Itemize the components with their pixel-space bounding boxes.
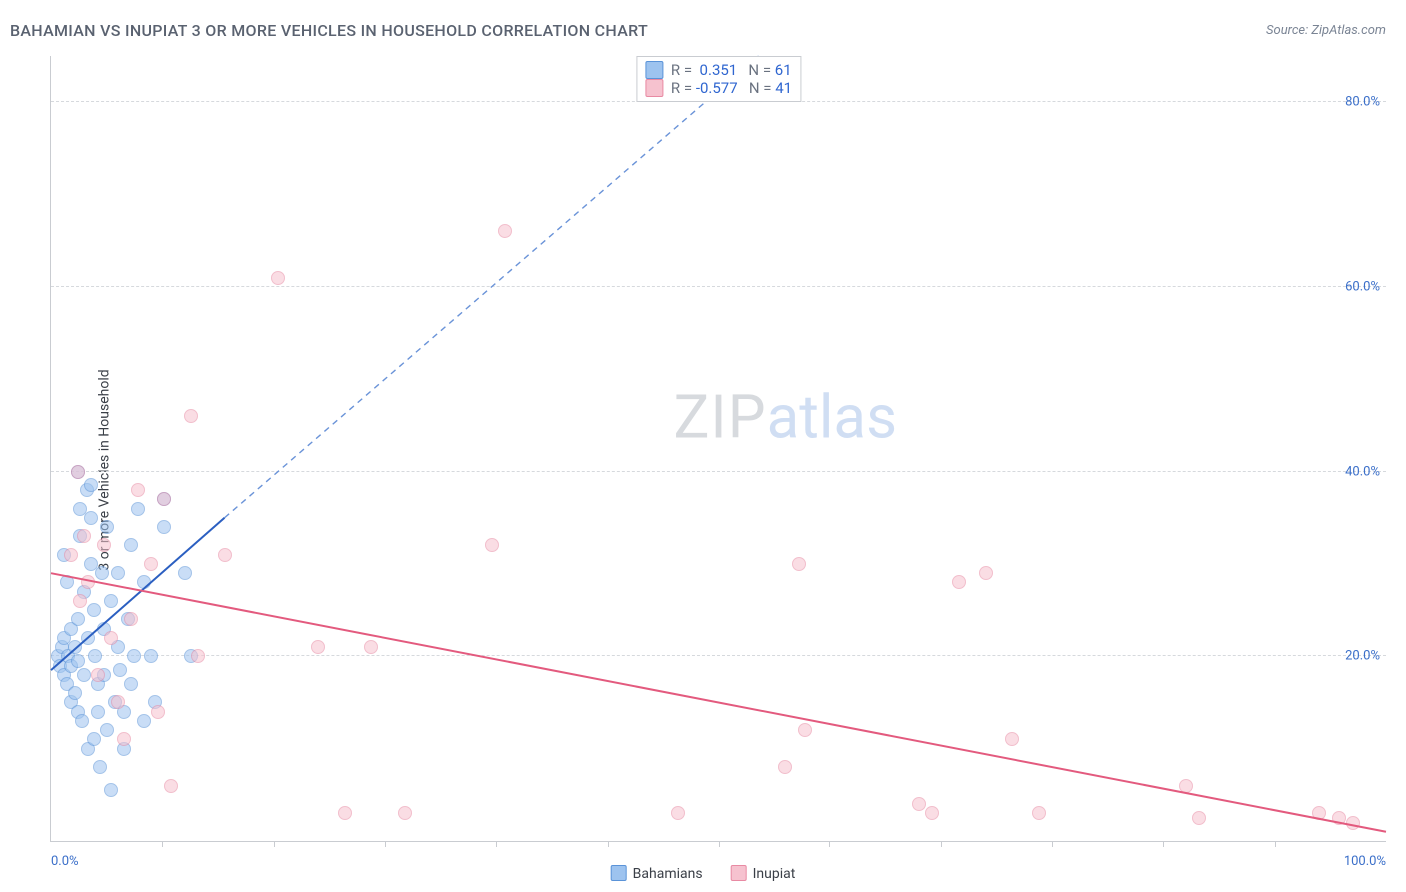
x-tick <box>941 841 942 847</box>
swatch-inupiat <box>645 79 663 97</box>
x-tick <box>1052 841 1053 847</box>
x-tick <box>162 841 163 847</box>
correlation-legend: R = 0.351 N = 61 R = -0.577 N = 41 <box>636 56 801 102</box>
plot-area: ZIPatlas R = 0.351 N = 61 R = -0.577 N =… <box>50 56 1386 842</box>
x-tick <box>1275 841 1276 847</box>
correlation-row-bahamians: R = 0.351 N = 61 <box>645 61 792 79</box>
x-tick <box>829 841 830 847</box>
swatch-bahamians <box>645 61 663 79</box>
x-tick <box>719 841 720 847</box>
correlation-row-inupiat: R = -0.577 N = 41 <box>645 79 792 97</box>
x-tick-min: 0.0% <box>51 854 79 869</box>
chart-title: BAHAMIAN VS INUPIAT 3 OR MORE VEHICLES I… <box>10 21 648 40</box>
chart-area: 3 or more Vehicles in Household ZIPatlas… <box>0 48 1406 892</box>
x-tick <box>1163 841 1164 847</box>
legend-swatch-bahamians <box>611 865 627 881</box>
legend-item-bahamians: Bahamians <box>611 865 703 882</box>
x-tick <box>608 841 609 847</box>
trend-lines <box>51 56 1386 841</box>
x-tick-max: 100.0% <box>1344 854 1386 869</box>
x-tick <box>274 841 275 847</box>
legend-swatch-inupiat <box>731 865 747 881</box>
series-legend: Bahamians Inupiat <box>611 865 796 882</box>
chart-source: Source: ZipAtlas.com <box>1266 23 1386 38</box>
x-tick <box>385 841 386 847</box>
chart-header: BAHAMIAN VS INUPIAT 3 OR MORE VEHICLES I… <box>0 0 1406 48</box>
x-tick <box>496 841 497 847</box>
legend-item-inupiat: Inupiat <box>731 865 796 882</box>
